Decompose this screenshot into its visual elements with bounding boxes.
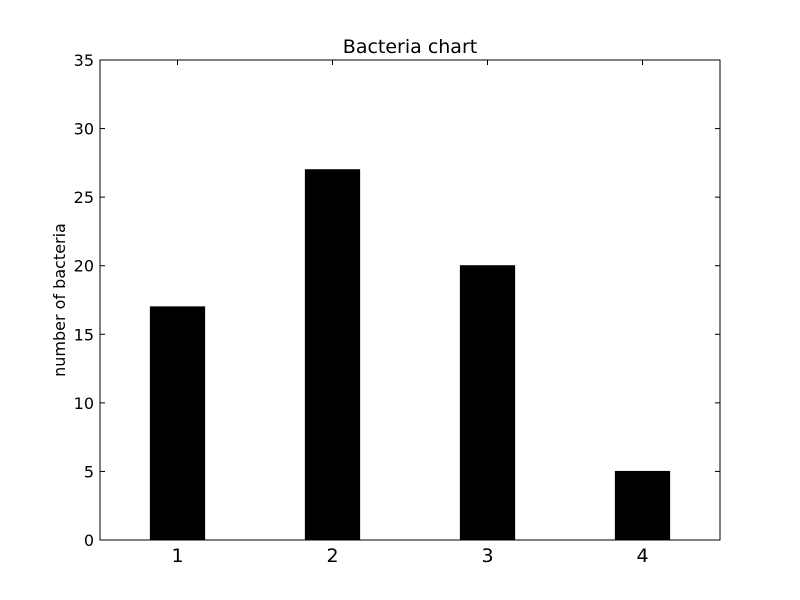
ticks-group: 0 5 10 15 20 25 30 35 1 2 3 4 (74, 51, 720, 567)
y-tick-label: 25 (74, 188, 94, 207)
chart-title: Bacteria chart (343, 36, 477, 58)
y-axis-label: number of bacteria (50, 223, 69, 377)
y-tick-label: 10 (74, 394, 94, 413)
bars-group (149, 169, 671, 541)
bar-2 (304, 169, 361, 541)
y-tick-label: 35 (74, 51, 94, 70)
x-tick-label: 2 (326, 545, 338, 567)
y-tick-label: 15 (74, 325, 94, 344)
plot-area-frame (99, 59, 721, 541)
bar-1 (149, 306, 206, 541)
y-tick-label: 0 (84, 531, 94, 550)
bar-4 (614, 470, 671, 541)
bar-3 (459, 265, 516, 541)
y-tick-label: 5 (84, 462, 94, 481)
x-tick-label: 1 (171, 545, 183, 567)
x-tick-label: 4 (636, 545, 648, 567)
y-tick-label: 20 (74, 257, 94, 276)
x-tick-label: 3 (481, 545, 493, 567)
y-tick-label: 30 (74, 120, 94, 139)
